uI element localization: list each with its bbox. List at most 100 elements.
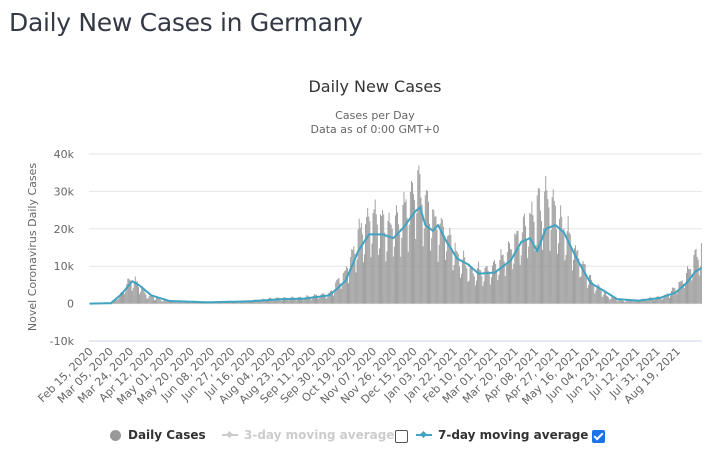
bar — [191, 302, 193, 304]
bar — [601, 296, 603, 304]
bar — [416, 213, 418, 304]
bar — [151, 296, 153, 304]
bar — [380, 214, 381, 304]
bar — [463, 250, 465, 304]
bar — [149, 295, 151, 304]
bar — [414, 200, 416, 304]
bar — [651, 297, 653, 304]
y-tick-label: 20k — [54, 223, 75, 236]
bar — [274, 299, 276, 304]
bar — [144, 292, 146, 304]
bar — [307, 295, 309, 304]
bar — [586, 288, 588, 304]
bar — [381, 216, 383, 304]
bar — [573, 260, 574, 304]
bar — [696, 256, 698, 304]
bar — [581, 263, 583, 304]
bar — [140, 291, 142, 304]
bar — [577, 250, 579, 304]
bar — [583, 264, 585, 304]
bar — [519, 264, 521, 304]
bar — [493, 261, 494, 304]
bar — [623, 301, 625, 304]
bar — [472, 273, 474, 304]
bar — [523, 213, 525, 304]
bar — [242, 301, 244, 304]
bar — [342, 273, 344, 304]
bar — [471, 267, 473, 304]
bar — [141, 287, 143, 304]
bar — [699, 266, 701, 304]
bar — [478, 261, 480, 304]
bar — [271, 298, 273, 304]
bar — [431, 238, 433, 304]
y-tick-label: 40k — [54, 148, 75, 161]
bar — [170, 301, 171, 304]
bar — [422, 246, 424, 304]
bar — [265, 300, 267, 304]
y-axis-title: Novel Coronavirus Daily Cases — [26, 163, 39, 331]
legend-item-7-day-average[interactable]: 7-day moving average — [416, 428, 588, 442]
bar — [613, 296, 615, 304]
legend-item-3-day-average[interactable]: 3-day moving average — [222, 428, 394, 442]
bar — [459, 277, 461, 304]
bar — [192, 302, 194, 304]
bar — [482, 285, 484, 304]
bar — [590, 274, 591, 304]
bar — [558, 243, 559, 304]
legend-item-daily-cases[interactable]: Daily Cases — [110, 428, 206, 442]
bar — [539, 210, 541, 304]
bar — [174, 300, 176, 304]
bar — [608, 297, 610, 304]
bar — [276, 297, 278, 304]
bar — [473, 276, 475, 304]
bar — [557, 253, 558, 304]
toggle-3-day-average-checkbox[interactable] — [395, 430, 408, 443]
bar — [649, 296, 651, 304]
bar — [607, 296, 609, 304]
bar — [302, 298, 304, 304]
bar — [548, 207, 550, 304]
bar — [451, 247, 453, 304]
bar — [259, 300, 261, 304]
bar — [117, 298, 119, 304]
bar — [370, 257, 372, 304]
bar — [547, 199, 549, 304]
bar — [116, 299, 118, 304]
toggle-7-day-average-checkbox[interactable] — [592, 430, 605, 443]
bar — [294, 298, 296, 304]
bar — [501, 255, 503, 304]
bar — [388, 212, 390, 304]
y-tick-labels: -10k 0 10k 20k 30k 40k — [50, 148, 75, 348]
bar — [672, 287, 674, 304]
bar — [268, 298, 270, 304]
bar — [458, 266, 460, 304]
bar — [367, 207, 369, 304]
bar — [559, 218, 561, 304]
bar — [401, 237, 403, 304]
bar — [668, 297, 670, 304]
circle-icon — [110, 429, 121, 441]
bar — [594, 293, 596, 304]
bar — [450, 234, 452, 304]
bar — [123, 292, 125, 304]
bar — [604, 292, 606, 304]
bar — [413, 194, 415, 304]
bar — [677, 290, 679, 304]
bar — [495, 263, 497, 304]
bar — [257, 300, 259, 304]
bar — [182, 301, 184, 304]
bar — [235, 301, 236, 304]
bar — [337, 278, 339, 304]
bar — [358, 218, 360, 304]
bar — [609, 299, 611, 304]
bar — [229, 302, 231, 304]
bar — [221, 302, 223, 304]
bar — [430, 250, 432, 304]
bar — [465, 265, 467, 304]
bar — [576, 251, 578, 304]
bar — [157, 297, 159, 304]
bar — [693, 255, 695, 304]
bar — [691, 280, 693, 304]
bar — [565, 254, 567, 304]
